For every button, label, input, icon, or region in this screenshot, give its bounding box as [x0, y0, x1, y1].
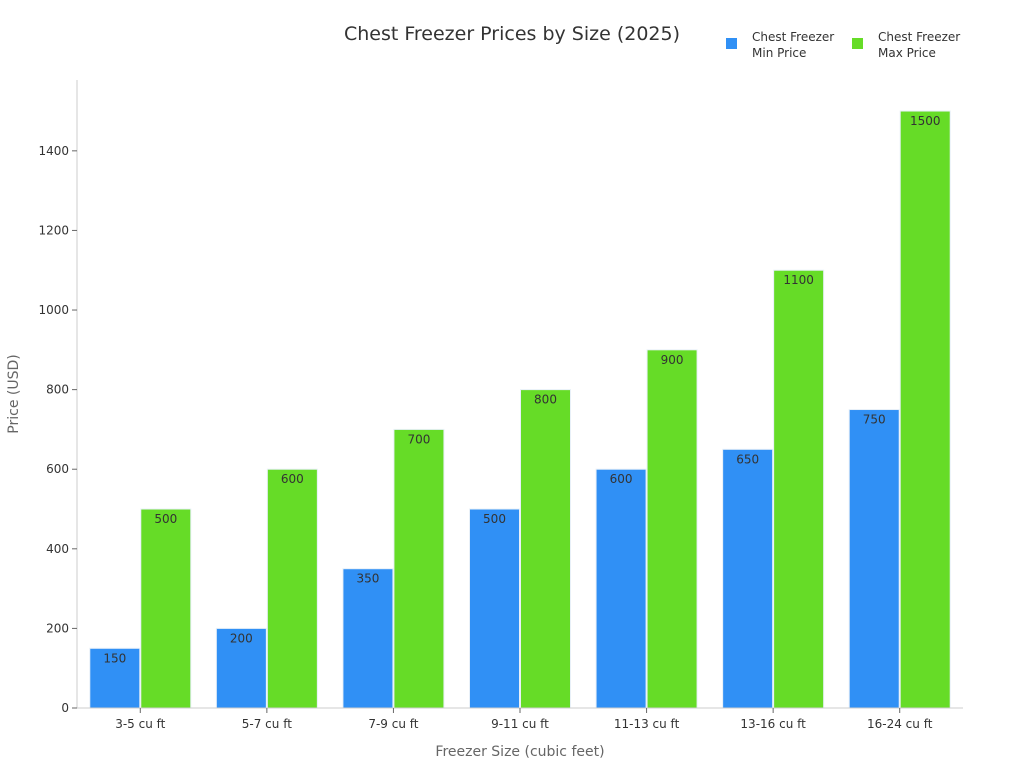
data-label: 800 [534, 393, 557, 407]
chart-title: Chest Freezer Prices by Size (2025) [344, 23, 680, 45]
bar-max-price [899, 110, 951, 709]
bar-max-price [773, 269, 825, 709]
x-tick-label: 9-11 cu ft [491, 717, 549, 731]
y-axis-label: Price (USD) [6, 354, 22, 433]
bar-min-price [215, 627, 267, 709]
x-tick-label: 16-24 cu ft [867, 717, 933, 731]
y-tick-label: 1400 [38, 144, 69, 158]
y-tick-label: 400 [46, 542, 69, 556]
bar-max-price [140, 508, 192, 709]
data-label: 500 [483, 512, 506, 526]
y-tick-label: 200 [46, 621, 69, 635]
y-tick-label: 1200 [38, 223, 69, 237]
legend: Chest Freezer Min Price Chest Freezer Max P… [726, 30, 960, 60]
x-tick-label: 3-5 cu ft [115, 717, 165, 731]
x-tick-label: 5-7 cu ft [242, 717, 292, 731]
bar-min-price [342, 568, 394, 709]
y-tick-label: 800 [46, 383, 69, 397]
y-tick-label: 600 [46, 462, 69, 476]
y-tick-label: 0 [61, 701, 69, 715]
legend-label: Min Price [752, 46, 806, 60]
x-tick-label: 7-9 cu ft [368, 717, 418, 731]
x-tick-label: 13-16 cu ft [740, 717, 806, 731]
data-label: 200 [230, 631, 253, 645]
data-label: 500 [154, 512, 177, 526]
legend-label: Chest Freezer [878, 30, 960, 44]
legend-label: Chest Freezer [752, 30, 834, 44]
legend-label: Max Price [878, 46, 936, 60]
legend-swatch [852, 38, 863, 49]
bar-max-price [646, 349, 698, 709]
data-label: 700 [407, 432, 430, 446]
data-label: 1100 [783, 273, 814, 287]
data-label: 350 [356, 572, 379, 586]
legend-swatch [726, 38, 737, 49]
bar-max-price [266, 468, 318, 709]
x-tick-label: 11-13 cu ft [614, 717, 680, 731]
data-label: 600 [281, 472, 304, 486]
bar-min-price [722, 448, 774, 709]
bar-min-price [595, 468, 647, 709]
bar-min-price [848, 409, 900, 709]
x-axis-label: Freezer Size (cubic feet) [435, 744, 604, 760]
data-label: 150 [103, 651, 126, 665]
y-tick-label: 1000 [38, 303, 69, 317]
data-label: 600 [610, 472, 633, 486]
data-label: 1500 [910, 114, 941, 128]
bar-max-price [393, 428, 445, 709]
data-label: 750 [863, 413, 886, 427]
bar-min-price [89, 647, 141, 709]
bar-max-price [520, 389, 571, 709]
data-label: 900 [661, 353, 684, 367]
data-label: 650 [736, 452, 759, 466]
bar-min-price [469, 508, 520, 709]
